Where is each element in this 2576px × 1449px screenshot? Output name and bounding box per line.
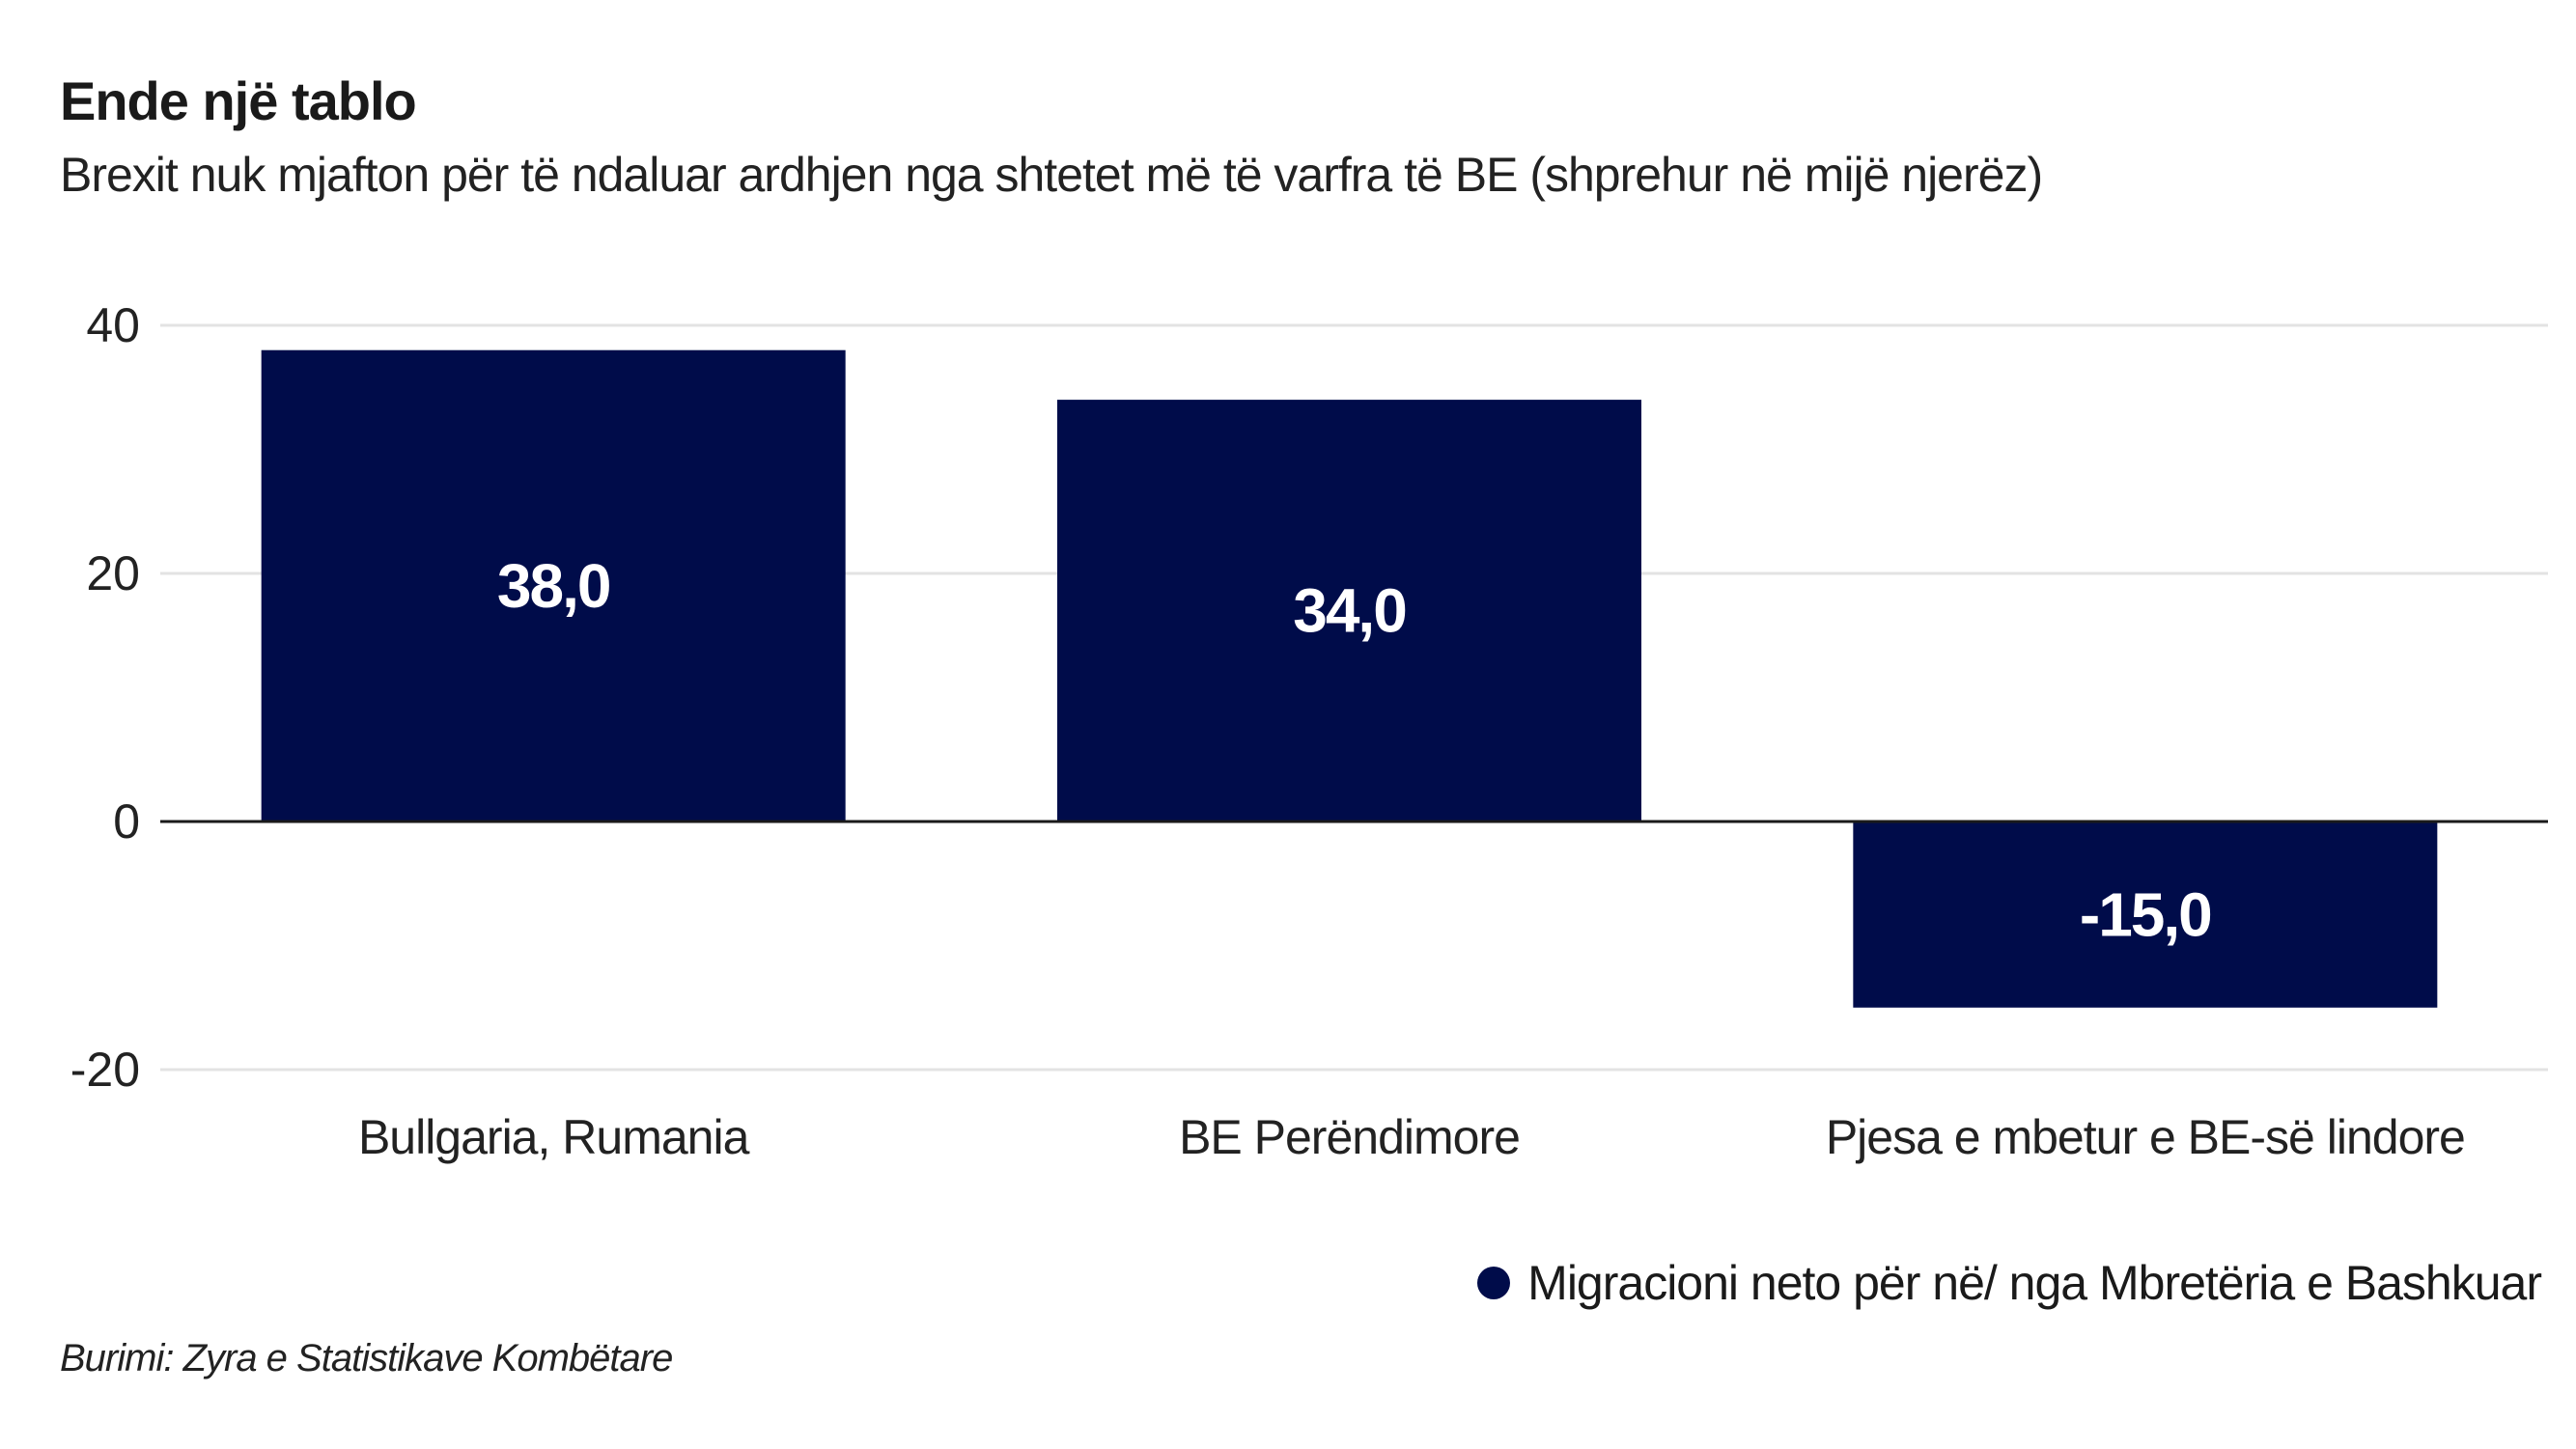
x-tick-label: BE Perëndimore — [1179, 1110, 1520, 1164]
legend-dot-icon — [1477, 1267, 1511, 1299]
data-label: -15,0 — [2080, 879, 2211, 949]
data-label: 34,0 — [1293, 576, 1406, 646]
bar — [261, 349, 846, 822]
y-tick-label: 0 — [113, 794, 140, 849]
bar — [1057, 400, 1641, 822]
chart-subtitle: Brexit nuk mjafton për të ndaluar ardhje… — [60, 148, 2043, 202]
y-tick-label: 20 — [86, 546, 140, 600]
bar — [1853, 822, 2438, 1008]
legend: Migracioni neto për në/ nga Mbretëria e … — [1477, 1255, 2542, 1311]
x-tick-label: Bullgaria, Rumania — [358, 1110, 750, 1164]
y-tick-label: 40 — [86, 298, 140, 352]
y-tick-label: -20 — [70, 1043, 140, 1097]
x-tick-label: Pjesa e mbetur e BE-së lindore — [1826, 1110, 2465, 1164]
legend-label: Migracioni neto për në/ nga Mbretëria e … — [1527, 1256, 2542, 1310]
data-label: 38,0 — [497, 551, 610, 621]
source-note: Burimi: Zyra e Statistikave Kombëtare — [60, 1337, 673, 1379]
bar-chart: 40 20 0 -20 38,0 Bullgaria, Rumania 34,0 BE Per… — [70, 298, 2548, 1164]
chart-title: Ende një tablo — [60, 70, 417, 131]
